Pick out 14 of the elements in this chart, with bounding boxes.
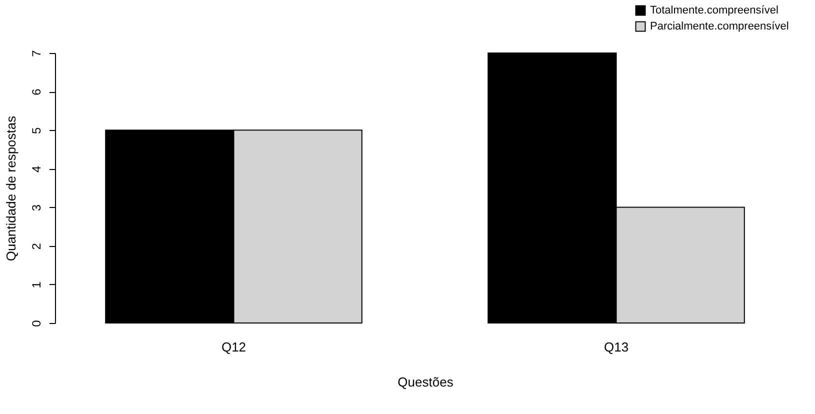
x-axis-title: Questões bbox=[398, 374, 454, 390]
y-tick-label: 5 bbox=[30, 126, 44, 134]
x-tick-label: Q12 bbox=[221, 340, 246, 354]
y-tick-label: 3 bbox=[30, 204, 44, 212]
y-tick-label: 0 bbox=[30, 320, 44, 327]
legend-label: Totalmente.compreensível bbox=[650, 4, 778, 16]
y-tick-label: 1 bbox=[30, 281, 44, 288]
y-tick-label: 2 bbox=[30, 242, 44, 250]
x-tick-label: Q13 bbox=[604, 340, 629, 354]
y-tick-label: 7 bbox=[30, 50, 44, 57]
legend-label: Parcialmente.compreensível bbox=[650, 20, 789, 32]
y-tick-label: 4 bbox=[30, 166, 44, 173]
y-axis-title: Quantidade de respostas bbox=[4, 115, 18, 262]
y-tick-label: 6 bbox=[30, 88, 44, 96]
